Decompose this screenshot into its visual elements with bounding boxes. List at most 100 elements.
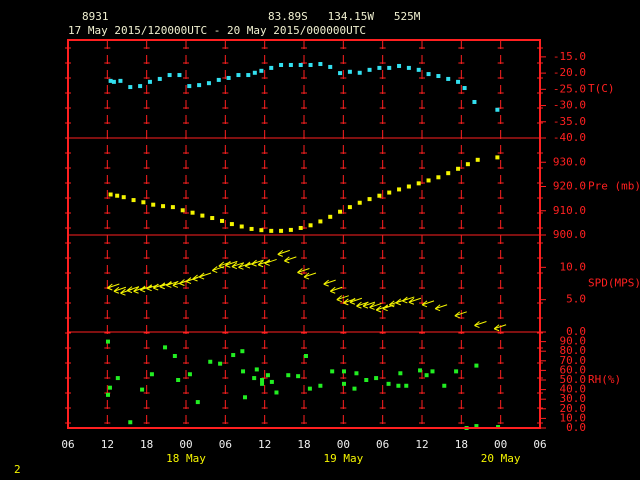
data-point <box>163 345 168 350</box>
data-point <box>446 171 451 176</box>
x-tick-label: 06 <box>533 438 546 451</box>
data-point <box>330 369 335 374</box>
data-point <box>386 381 391 386</box>
wind-arrow <box>231 262 245 270</box>
x-date-label: 19 May <box>323 452 363 465</box>
data-point <box>357 200 362 205</box>
data-point <box>140 387 145 392</box>
y-axis-label: T(C) <box>588 82 615 95</box>
page-number: 2 <box>14 463 21 476</box>
data-point <box>416 67 421 72</box>
data-point <box>105 339 110 344</box>
data-point <box>216 77 221 82</box>
data-point <box>279 62 284 67</box>
wind-arrow <box>126 286 140 294</box>
data-point <box>430 369 435 374</box>
data-point <box>147 79 152 84</box>
data-point <box>318 383 323 388</box>
data-point <box>454 369 459 374</box>
wind-arrow <box>369 302 382 310</box>
data-point <box>176 378 181 382</box>
data-point <box>328 214 333 219</box>
time-period: 17 May 2015/120000UTC - 20 May 2015/0000… <box>68 24 366 37</box>
data-point <box>246 73 251 78</box>
data-point <box>141 200 146 205</box>
data-point <box>269 228 274 233</box>
data-point <box>259 228 264 233</box>
data-point <box>167 73 172 78</box>
wind-arrow <box>349 297 363 305</box>
data-point <box>396 383 401 388</box>
data-point <box>197 83 202 88</box>
x-date-label: 18 May <box>166 452 206 465</box>
y-tick-label: -35.0 <box>553 115 586 128</box>
data-point <box>208 359 213 364</box>
x-tick-label: 06 <box>219 438 232 451</box>
y-tick-label: -40.0 <box>553 131 586 144</box>
data-point <box>426 178 431 183</box>
data-point <box>352 386 357 391</box>
data-point <box>398 371 403 376</box>
data-point <box>288 62 293 67</box>
data-point <box>108 192 113 197</box>
data-point <box>236 73 241 78</box>
data-point <box>231 353 236 358</box>
data-point <box>252 70 257 75</box>
data-point <box>426 72 431 77</box>
data-point <box>354 371 359 376</box>
data-point <box>128 420 133 425</box>
data-point <box>374 376 379 381</box>
wind-arrow <box>225 260 238 268</box>
wind-arrow <box>257 260 271 268</box>
data-point <box>387 65 392 70</box>
data-point <box>298 225 303 230</box>
y-tick-label: 900.0 <box>553 228 586 241</box>
wind-arrow <box>264 258 277 266</box>
y-tick-label: 920.0 <box>553 180 586 193</box>
x-tick-label: 06 <box>376 438 389 451</box>
data-point <box>161 204 166 209</box>
wind-arrow <box>139 285 153 293</box>
wind-arrow <box>323 279 336 287</box>
data-point <box>200 213 205 218</box>
wind-arrow <box>297 268 310 275</box>
data-point <box>338 209 343 214</box>
data-point <box>108 78 113 83</box>
x-tick-label: 12 <box>101 438 114 451</box>
y-tick-label: -15.0 <box>553 50 586 63</box>
data-point <box>341 381 346 386</box>
wind-arrow <box>434 304 448 312</box>
data-point <box>308 62 313 67</box>
data-point <box>190 210 195 215</box>
y-tick-label: 30.0 <box>560 392 587 405</box>
data-point <box>218 361 223 366</box>
data-point <box>274 390 279 395</box>
y-tick-label: -30.0 <box>553 99 586 112</box>
data-point <box>296 374 301 379</box>
data-point <box>180 208 185 213</box>
wind-arrow <box>284 256 297 264</box>
data-point <box>364 378 369 382</box>
data-point <box>406 65 411 70</box>
wind-arrow <box>474 321 487 328</box>
y-tick-label: 910.0 <box>553 204 586 217</box>
station-location: 83.89S 134.15W 525M <box>268 10 421 23</box>
data-point <box>118 78 123 83</box>
y-tick-label: 0.0 <box>566 325 586 338</box>
x-tick-label: 18 <box>140 438 153 451</box>
data-point <box>474 363 479 368</box>
x-tick-label: 12 <box>415 438 428 451</box>
data-point <box>210 216 215 221</box>
wind-arrow <box>375 305 389 313</box>
data-point <box>115 193 120 198</box>
data-point <box>404 383 409 388</box>
data-point <box>151 202 156 207</box>
x-tick-label: 18 <box>455 438 468 451</box>
y-tick-label: -25.0 <box>553 82 586 95</box>
y-tick-label: 40.0 <box>560 383 587 396</box>
data-point <box>465 162 470 167</box>
data-point <box>347 205 352 210</box>
y-tick-label: 80.0 <box>560 344 587 357</box>
data-point <box>195 400 200 405</box>
